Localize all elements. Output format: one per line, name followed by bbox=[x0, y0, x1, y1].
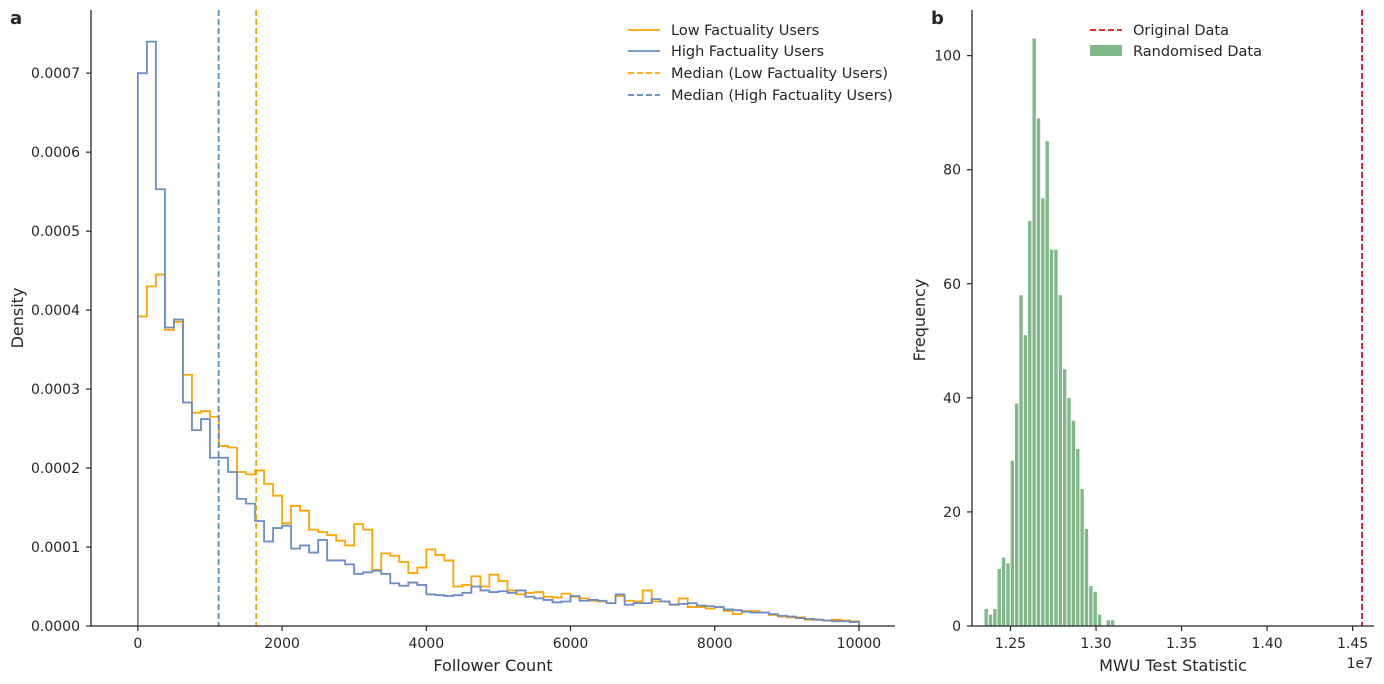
panel-b-xlabel: MWU Test Statistic bbox=[1099, 656, 1247, 675]
randomised-data-bar bbox=[1041, 198, 1045, 626]
randomised-data-bar bbox=[1093, 591, 1097, 626]
panel-a: a 0 2000 4000 6000 8000 10000 0.0000 0.0001 0.00… bbox=[8, 8, 895, 675]
panel-a-ytick-label: 0.0000 bbox=[31, 619, 80, 635]
panel-a-xtick-label: 6000 bbox=[553, 636, 589, 652]
randomised-data-bar bbox=[1089, 586, 1093, 626]
randomised-data-bar bbox=[1019, 295, 1023, 626]
panel-b-label: b bbox=[931, 8, 944, 29]
panel-b-plot-area bbox=[984, 10, 1363, 627]
panel-b-ylabel: Frequency bbox=[910, 279, 929, 362]
series-high-factuality-step bbox=[136, 40, 860, 626]
randomised-data-bar bbox=[1036, 118, 1041, 627]
randomised-data-bar bbox=[1049, 249, 1054, 627]
panel-a-xtick-label: 2000 bbox=[264, 636, 300, 652]
panel-b-xtick-label: 1.35 bbox=[1166, 636, 1197, 652]
panel-b-ytick-label: 40 bbox=[943, 391, 961, 407]
panel-a-xtick-label: 10000 bbox=[837, 636, 882, 652]
randomised-data-bar bbox=[1028, 221, 1032, 626]
randomised-data-bar bbox=[1106, 620, 1110, 626]
randomised-data-bar bbox=[997, 568, 1001, 626]
panel-b-xtick-label: 1.40 bbox=[1251, 636, 1282, 652]
randomised-data-bar bbox=[988, 614, 993, 626]
randomised-data-bar bbox=[1054, 249, 1058, 627]
panel-b-ytick-label: 80 bbox=[943, 163, 961, 179]
panel-a-xtick-label: 0 bbox=[133, 636, 142, 652]
panel-a-legend: Low Factuality Users High Factuality Use… bbox=[628, 23, 893, 104]
panel-a-ytick-label: 0.0004 bbox=[31, 303, 80, 319]
panel-a-label: a bbox=[10, 8, 22, 29]
randomised-data-bar bbox=[1097, 614, 1102, 626]
randomised-data-bar bbox=[1084, 529, 1089, 626]
randomised-data-bar bbox=[1110, 620, 1115, 626]
panel-a-plot-area bbox=[136, 10, 860, 626]
randomised-data-bar bbox=[1032, 38, 1036, 627]
randomised-data-bar bbox=[1045, 141, 1049, 626]
panel-a-ytick-label: 0.0001 bbox=[31, 540, 80, 556]
series-low-factuality-step bbox=[136, 273, 860, 626]
panel-a-ytick-label: 0.0006 bbox=[31, 145, 80, 161]
randomised-data-bar bbox=[1076, 449, 1080, 626]
panel-a-ytick-label: 0.0007 bbox=[31, 66, 80, 82]
legend-label-low-factuality: Low Factuality Users bbox=[671, 23, 819, 39]
panel-a-ticks: 0 2000 4000 6000 8000 10000 0.0000 0.0001 0.0002… bbox=[31, 66, 881, 652]
legend-label-high-factuality: High Factuality Users bbox=[671, 44, 824, 60]
panel-a-ytick-label: 0.0005 bbox=[31, 224, 80, 240]
randomised-data-bar bbox=[1067, 397, 1071, 626]
panel-a-xlabel: Follower Count bbox=[433, 656, 552, 675]
panel-b-ytick-label: 60 bbox=[943, 277, 961, 293]
randomised-data-bar bbox=[1010, 460, 1015, 626]
panel-b-ytick-label: 0 bbox=[952, 619, 961, 635]
randomised-data-bar bbox=[1062, 369, 1067, 626]
panel-b-offset-label: 1e7 bbox=[1347, 656, 1373, 672]
randomised-data-bar bbox=[1080, 489, 1084, 626]
legend-label-median-low: Median (Low Factuality Users) bbox=[671, 66, 888, 82]
panel-a-ylabel: Density bbox=[8, 288, 27, 349]
panel-b: b 1.25 1.30 1.35 1.40 1.45 0 20 40 60 80 100 MWU T… bbox=[910, 8, 1374, 675]
panel-a-ytick-label: 0.0003 bbox=[31, 382, 80, 398]
legend-swatch-randomised-data bbox=[1090, 45, 1122, 56]
randomised-data-bar bbox=[1058, 295, 1062, 626]
randomised-data-bar bbox=[1023, 335, 1028, 626]
randomised-data-bar bbox=[1015, 403, 1019, 626]
randomised-data-bar bbox=[1006, 563, 1010, 626]
panel-b-ticks: 1.25 1.30 1.35 1.40 1.45 0 20 40 60 80 100 bbox=[934, 49, 1368, 652]
panel-a-xtick-label: 4000 bbox=[408, 636, 444, 652]
randomised-data-bar bbox=[1071, 420, 1076, 626]
panel-b-legend: Original Data Randomised Data bbox=[1090, 23, 1262, 60]
randomised-data-bar bbox=[984, 608, 988, 626]
panel-b-xtick-label: 1.45 bbox=[1337, 636, 1368, 652]
panel-b-ytick-label: 100 bbox=[934, 49, 961, 65]
legend-label-randomised-data: Randomised Data bbox=[1133, 44, 1262, 60]
panel-a-xtick-label: 8000 bbox=[697, 636, 733, 652]
legend-label-median-high: Median (High Factuality Users) bbox=[671, 88, 893, 104]
randomised-data-bar bbox=[993, 608, 997, 626]
panel-b-xtick-label: 1.25 bbox=[995, 636, 1026, 652]
randomised-data-bar bbox=[1001, 557, 1006, 626]
legend-label-original-data: Original Data bbox=[1133, 23, 1229, 39]
panel-b-xtick-label: 1.30 bbox=[1080, 636, 1111, 652]
panel-b-ytick-label: 20 bbox=[943, 505, 961, 521]
panel-a-ytick-label: 0.0002 bbox=[31, 461, 80, 477]
